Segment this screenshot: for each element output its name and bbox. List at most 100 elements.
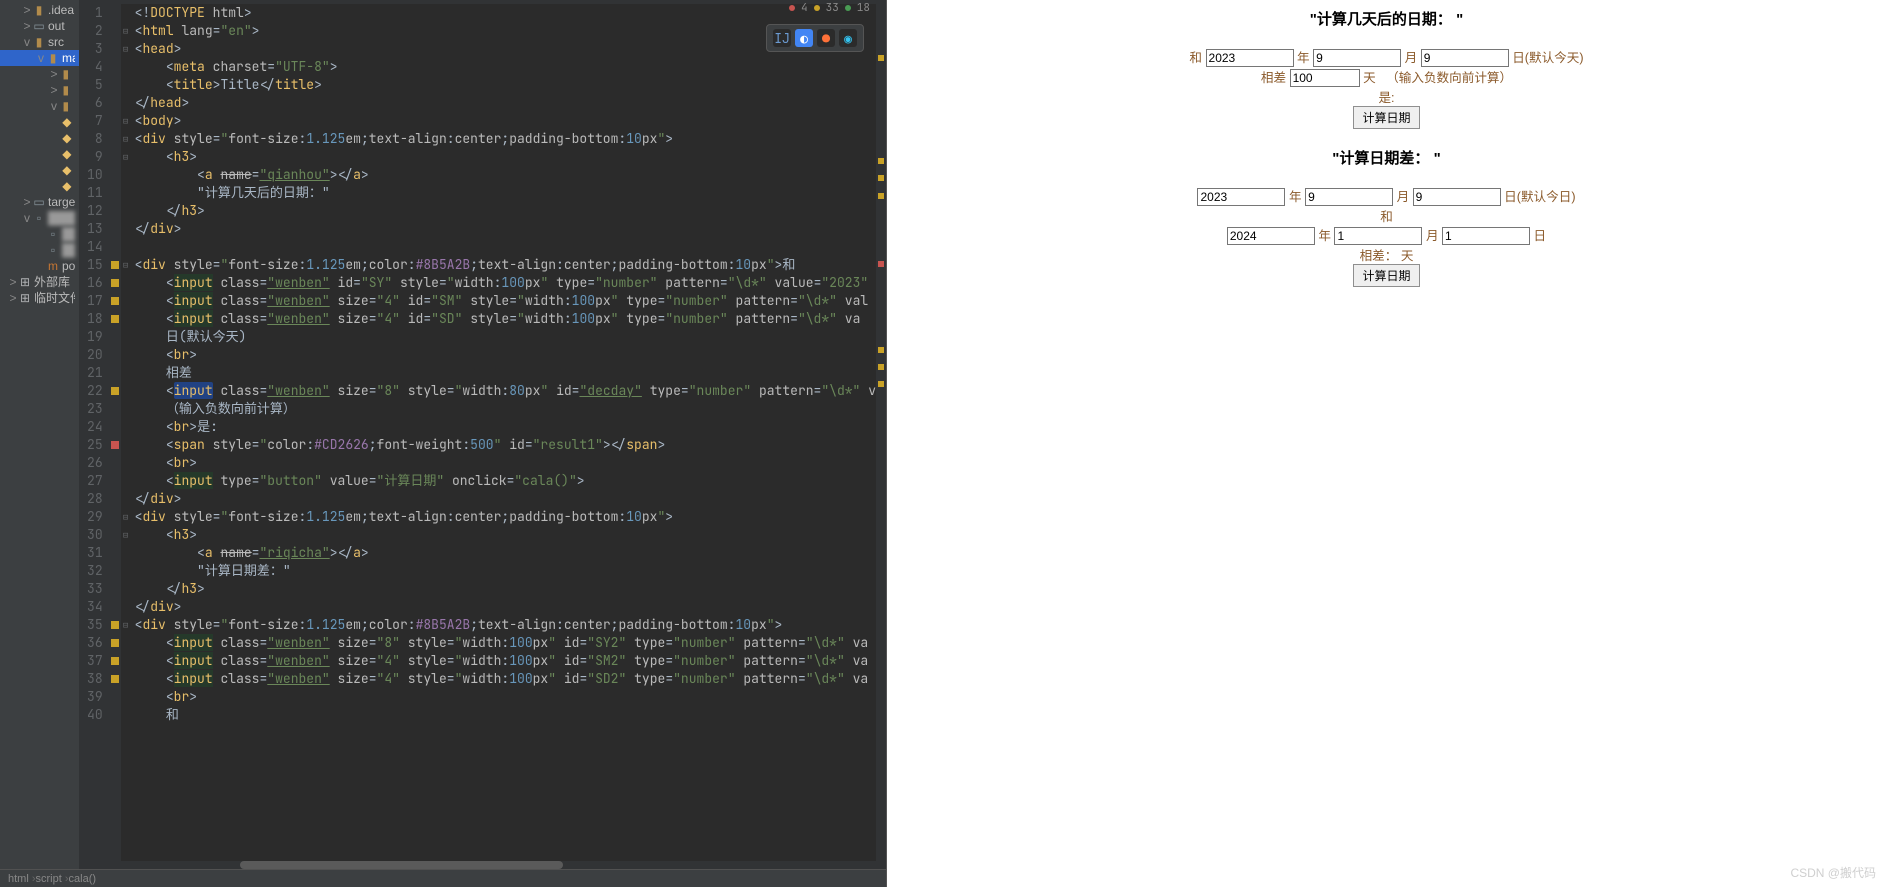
tree-item-label: █████ bbox=[62, 226, 75, 242]
label-year: 年 bbox=[1297, 51, 1310, 65]
label-month3: 月 bbox=[1426, 229, 1439, 243]
folder-icon: ▮ bbox=[59, 66, 73, 82]
label-and2: 和 bbox=[1380, 210, 1393, 224]
input-decday[interactable] bbox=[1290, 69, 1360, 87]
tree-item-label: main bbox=[62, 50, 75, 66]
tree-item[interactable]: ◆██.html bbox=[0, 114, 79, 130]
tree-item-label: out bbox=[48, 18, 75, 34]
tree-item-label: ████ bbox=[48, 210, 75, 226]
tree-item[interactable]: >⊞外部库 bbox=[0, 274, 79, 290]
lib-icon: ⊞ bbox=[18, 290, 32, 306]
tree-item-label: target bbox=[48, 194, 75, 210]
label-year2: 年 bbox=[1289, 190, 1302, 204]
h3-riqicha: "计算日期差： " bbox=[887, 147, 1886, 168]
gutter-linenumbers: 1234567891011121314151617181920212223242… bbox=[79, 4, 109, 861]
label-year3: 年 bbox=[1318, 229, 1331, 243]
rendered-page: "计算几天后的日期： " 和 年 月 日(默认今天) 相差 天 （输入负数向前计… bbox=[887, 0, 1886, 887]
file-icon: ▫ bbox=[32, 210, 46, 226]
label-day-default: 日(默认今天) bbox=[1512, 51, 1583, 65]
ide-icon[interactable]: IJ bbox=[773, 29, 791, 47]
input-sy2[interactable] bbox=[1197, 188, 1285, 206]
tree-item[interactable]: >▮java bbox=[0, 66, 79, 82]
folder-o-icon: ▭ bbox=[32, 18, 46, 34]
tree-item[interactable]: v▫████ bbox=[0, 210, 79, 226]
breadcrumb-item[interactable]: cala() bbox=[69, 873, 97, 885]
folder-icon: ▮ bbox=[46, 50, 60, 66]
label-diff: 相差 bbox=[1261, 71, 1286, 85]
folder-icon: ▮ bbox=[59, 82, 73, 98]
ide-main: >▮.idea>▭outv▮srcv▮main>▮java>▮resources… bbox=[0, 0, 886, 869]
tree-item[interactable]: v▮webapp bbox=[0, 98, 79, 114]
tree-item-label: pom.xml bbox=[62, 258, 75, 274]
folder-o-icon: ▭ bbox=[32, 194, 46, 210]
label-and: 和 bbox=[1189, 51, 1202, 65]
tree-item[interactable]: >▮resources bbox=[0, 82, 79, 98]
btn-calc-2[interactable] bbox=[1353, 264, 1419, 287]
breadcrumb-item[interactable]: html bbox=[8, 873, 36, 885]
tree-item[interactable]: ▫█████ bbox=[0, 226, 79, 242]
tree-item[interactable]: ▫███ bbox=[0, 242, 79, 258]
folder-icon: ▮ bbox=[59, 98, 73, 114]
tree-item-label: ███ bbox=[62, 242, 75, 258]
tree-item[interactable]: >⊞临时文件和控制台 bbox=[0, 290, 79, 306]
input-sm2[interactable] bbox=[1305, 188, 1393, 206]
h3-qianhou: "计算几天后的日期： " bbox=[887, 8, 1886, 29]
label-ri: 日 bbox=[1534, 229, 1547, 243]
folder-icon: ▮ bbox=[32, 2, 46, 18]
gutter-fold[interactable]: ⊟⊟⊟⊟⊟⊟⊟⊟⊟ bbox=[121, 4, 131, 861]
tree-item-label: src bbox=[48, 34, 75, 50]
section-2-title: "计算日期差： " bbox=[887, 147, 1886, 186]
breadcrumb-bar: htmlscriptcala() bbox=[0, 869, 886, 887]
edge-icon[interactable]: ◉ bbox=[839, 29, 857, 47]
input-sd2[interactable] bbox=[1413, 188, 1501, 206]
browser-toolbar: IJ◐●◉ bbox=[766, 24, 864, 52]
tree-item[interactable]: v▮main bbox=[0, 50, 79, 66]
label-diff2: 相差： 天 bbox=[1360, 249, 1414, 263]
breadcrumb-item[interactable]: script bbox=[36, 873, 69, 885]
tree-item[interactable]: >▭target bbox=[0, 194, 79, 210]
watermark: CSDN @搬代码 bbox=[1790, 864, 1876, 881]
input-em[interactable] bbox=[1334, 227, 1422, 245]
file-icon: ▫ bbox=[46, 226, 60, 242]
btn-calc-1[interactable] bbox=[1353, 106, 1419, 129]
label-day-default2: 日(默认今日) bbox=[1504, 190, 1575, 204]
input-ey[interactable] bbox=[1227, 227, 1315, 245]
tree-item-label: 临时文件和控制台 bbox=[34, 290, 75, 306]
label-shi: 是: bbox=[1378, 91, 1394, 105]
section-1-title: "计算几天后的日期： " bbox=[887, 8, 1886, 47]
tree-item-label: 外部库 bbox=[34, 274, 75, 290]
gutter-markers bbox=[109, 4, 121, 861]
code-editor[interactable]: 4 33 18 12345678910111213141516171819202… bbox=[79, 0, 886, 869]
tree-item[interactable]: ◆███.html bbox=[0, 130, 79, 146]
input-sy[interactable] bbox=[1206, 49, 1294, 67]
tree-item[interactable]: ◆█████.html bbox=[0, 146, 79, 162]
input-sm[interactable] bbox=[1313, 49, 1401, 67]
tree-item[interactable]: mpom.xml bbox=[0, 258, 79, 274]
file-icon: ▫ bbox=[46, 242, 60, 258]
chrome-icon[interactable]: ◐ bbox=[795, 29, 813, 47]
ide-panel: >▮.idea>▭outv▮srcv▮main>▮java>▮resources… bbox=[0, 0, 887, 887]
folder-icon: ▮ bbox=[32, 34, 46, 50]
label-month: 月 bbox=[1405, 51, 1418, 65]
firefox-icon[interactable]: ● bbox=[817, 29, 835, 47]
tree-item[interactable]: ◆███.jsp bbox=[0, 162, 79, 178]
tree-item[interactable]: ◆riqijisuanqi.html bbox=[0, 178, 79, 194]
lib-icon: ⊞ bbox=[18, 274, 32, 290]
editor-scrollbar[interactable] bbox=[79, 861, 886, 869]
section-2-form: 年 月 日(默认今日) 和 年 月 日 相差： 天 bbox=[887, 186, 1886, 297]
code-area[interactable]: <!DOCTYPE html><html lang="en"><head> <m… bbox=[131, 4, 876, 861]
label-hint: （输入负数向前计算） bbox=[1386, 71, 1512, 85]
input-ed[interactable] bbox=[1442, 227, 1530, 245]
html-icon: ◆ bbox=[61, 162, 73, 178]
html-icon: ◆ bbox=[61, 146, 73, 162]
tree-item[interactable]: >▭out bbox=[0, 18, 79, 34]
input-sd[interactable] bbox=[1421, 49, 1509, 67]
error-stripe[interactable] bbox=[876, 4, 886, 861]
section-1-form: 和 年 月 日(默认今天) 相差 天 （输入负数向前计算） 是: bbox=[887, 47, 1886, 139]
label-month2: 月 bbox=[1397, 190, 1410, 204]
tree-item[interactable]: v▮src bbox=[0, 34, 79, 50]
project-tree[interactable]: >▮.idea>▭outv▮srcv▮main>▮java>▮resources… bbox=[0, 0, 79, 869]
tree-item[interactable]: >▮.idea bbox=[0, 2, 79, 18]
tree-item-label: .idea bbox=[48, 2, 75, 18]
html-icon: ◆ bbox=[61, 114, 73, 130]
